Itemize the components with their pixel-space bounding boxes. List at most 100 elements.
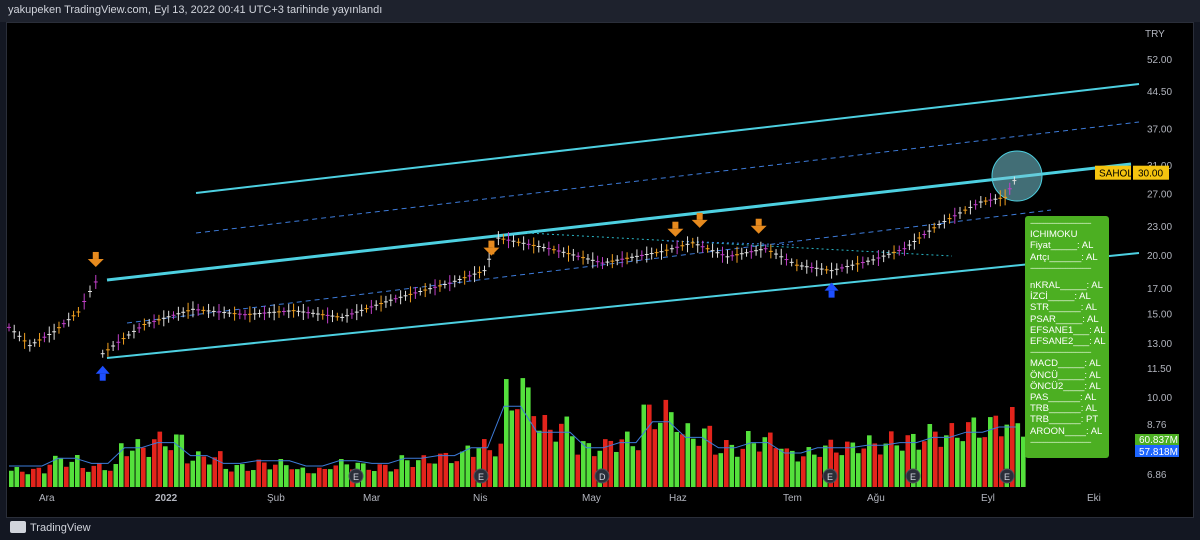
event-marker-label: E [1004, 472, 1010, 482]
time-tick-label: Nis [473, 493, 487, 504]
volume-bar [999, 436, 1004, 487]
volume-bar [487, 450, 493, 487]
volume-bar [537, 430, 542, 487]
volume-bar [190, 460, 196, 487]
volume-bar [647, 404, 652, 487]
volume-bar [702, 428, 707, 487]
volume-bar [410, 466, 416, 487]
volume-bar [905, 435, 911, 487]
event-marker [473, 468, 489, 484]
channel-lines [106, 83, 1140, 359]
time-tick-label: Ara [39, 493, 55, 504]
time-tick-label: Tem [783, 493, 802, 504]
volume-bar [746, 431, 751, 487]
volume-bar [680, 434, 685, 487]
time-tick-label: May [582, 493, 601, 504]
price-tick-label: 52.00 [1147, 55, 1172, 66]
volume-bar [773, 448, 779, 487]
volume-bar [174, 434, 179, 487]
panel-row: Fiyat_____: AL [1030, 240, 1094, 252]
price-bars [7, 176, 1017, 358]
volume-bar [58, 458, 64, 487]
volume-bar [394, 469, 399, 487]
event-marker [999, 468, 1015, 484]
volume-bar [163, 446, 168, 487]
volume-bar [1010, 407, 1015, 487]
time-axis: Ara 2022 Şub Mar Nis May Haz Tem Ağu Eyl Eki [39, 493, 1101, 504]
currency-label: TRY [1145, 29, 1165, 40]
volume-bar [185, 463, 190, 487]
volume-bar [509, 410, 515, 487]
volume-bar [751, 443, 757, 487]
volume-bar [366, 469, 372, 487]
volume-bar [839, 455, 845, 487]
volume-bar [564, 416, 570, 487]
volume-bar [674, 431, 680, 487]
volume-bar [553, 441, 559, 487]
panel-row: İZCİ_____: AL [1030, 291, 1091, 303]
volume-bar [603, 439, 608, 487]
volume-label: 57.818M [1139, 447, 1178, 458]
volume-tag [1135, 434, 1179, 445]
volume-bar [834, 452, 839, 487]
volume-bar [658, 422, 663, 487]
volume-bar [944, 435, 949, 487]
panel-row: EFSANE1___: AL [1030, 324, 1106, 336]
arrow-down-icon [691, 219, 708, 228]
arrow-down-icon [755, 218, 762, 226]
volume-bar [625, 431, 630, 487]
volume-bar [927, 424, 933, 487]
arrow-up-icon [99, 373, 106, 381]
panel-separator: ---------------------------- [1030, 262, 1092, 274]
volume-bar [223, 468, 229, 487]
volume-bar [894, 445, 900, 487]
price-tick-label: 13.00 [1147, 339, 1172, 350]
arrow-down-icon [696, 212, 703, 220]
volume-bar [416, 460, 421, 487]
volume-bar [619, 439, 625, 487]
volume-bar [344, 464, 350, 487]
price-tick-label: 44.50 [1147, 87, 1172, 98]
arrow-down-icon [87, 258, 104, 267]
volume-bar [240, 464, 245, 487]
volume-bar [845, 441, 850, 487]
volume-bar [113, 464, 119, 487]
volume-bar [91, 465, 97, 487]
volume-bar [652, 429, 658, 487]
volume-bar [801, 456, 806, 487]
volume-bar [724, 440, 729, 487]
price-tick-label: 17.00 [1147, 284, 1172, 295]
volume-bar [784, 448, 790, 487]
volume-bar [251, 470, 256, 487]
volume-tag [1135, 445, 1179, 457]
volume-bar [201, 456, 207, 487]
volume-bar [152, 439, 157, 487]
volume-bar [729, 444, 735, 487]
volume-bar [427, 463, 432, 487]
volume-bar [471, 456, 476, 487]
event-marker [594, 468, 610, 484]
panel-row: PSAR_____: AL [1030, 313, 1099, 325]
volume-bar [740, 448, 746, 487]
panel-row: STR______: AL [1030, 302, 1098, 314]
time-tick-label: Şub [267, 493, 285, 504]
volume-bar [548, 429, 553, 487]
event-marker [348, 468, 364, 484]
volume-bar [515, 409, 520, 487]
volume-bar [933, 431, 938, 487]
volume-bar [542, 415, 548, 487]
panel-separator: ---------------------------- [1030, 347, 1092, 359]
volume-bar [168, 450, 174, 487]
tradingview-logo[interactable]: TradingView [10, 521, 91, 534]
volume-bar [581, 441, 586, 487]
price-tick-label: 37.00 [1147, 125, 1172, 136]
volume-bar [476, 448, 482, 487]
arrow-up-icon [824, 282, 839, 291]
volume-bar [685, 423, 691, 487]
publish-header: yakupeken TradingView.com, Eyl 13, 2022 … [0, 0, 1200, 22]
volume-bar [482, 439, 487, 487]
symbol-tag [1095, 165, 1131, 180]
volume-bar [691, 438, 696, 487]
